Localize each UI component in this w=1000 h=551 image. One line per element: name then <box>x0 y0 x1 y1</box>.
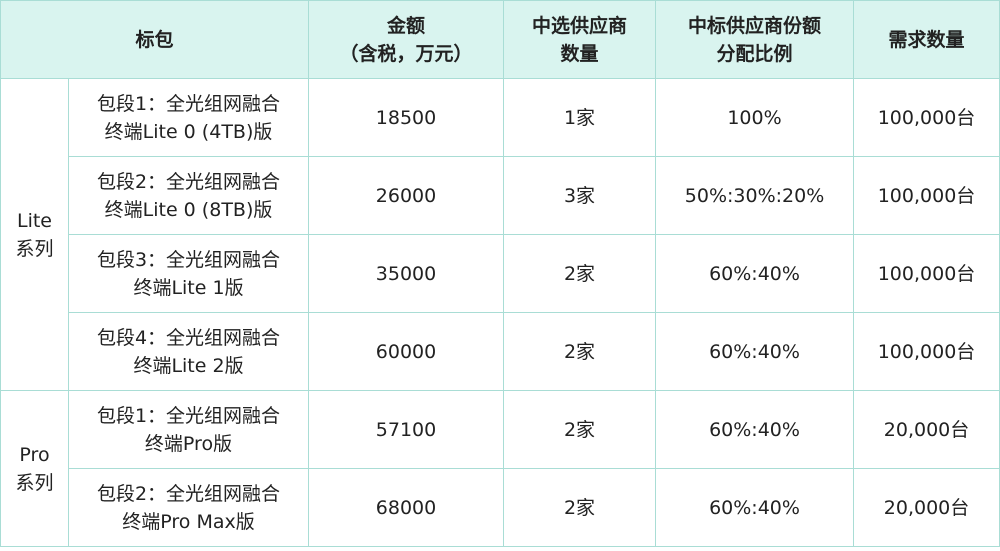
header-cell: 中选供应商 数量 <box>503 0 657 79</box>
cell-line: 金额 <box>387 14 426 37</box>
table-body: Lite 系列 包段1：全光组网融合 终端Lite 0 (4TB)版 18500 1家 10… <box>0 78 1000 547</box>
cell-line: 包段3：全光组网融合 <box>96 248 281 271</box>
suppliers-cell: 2家 <box>503 468 657 547</box>
amount-cell: 68000 <box>308 468 505 547</box>
cell-line: 包段4：全光组网融合 <box>96 326 281 349</box>
package-cell: 包段2：全光组网融合 终端Pro Max版 <box>67 468 310 547</box>
package-cell: 包段2：全光组网融合 终端Lite 0 (8TB)版 <box>67 156 310 235</box>
ratio-cell: 60%:40% <box>655 312 855 391</box>
ratio-cell: 60%:40% <box>655 390 855 469</box>
group-cell: Pro 系列 <box>0 390 69 547</box>
table-row: 包段2：全光组网融合 终端Pro Max版 68000 2家 60%:40% 20,000… <box>1 468 1000 547</box>
header-cell: 需求数量 <box>853 0 1000 79</box>
amount-cell: 35000 <box>308 234 505 313</box>
cell-line: 包段1：全光组网融合 <box>96 92 281 115</box>
quantity-cell: 100,000台 <box>853 312 1000 391</box>
cell-line: 包段2：全光组网融合 <box>96 482 281 505</box>
header-cell: 中标供应商份额 分配比例 <box>655 0 855 79</box>
cell-line: 系列 <box>15 237 54 260</box>
cell-line: Lite <box>16 209 52 232</box>
package-cell: 包段1：全光组网融合 终端Pro版 <box>67 390 310 469</box>
suppliers-cell: 3家 <box>503 156 657 235</box>
quantity-cell: 100,000台 <box>853 78 1000 157</box>
cell-line: 终端Lite 0 (4TB)版 <box>104 120 273 143</box>
quantity-cell: 100,000台 <box>853 234 1000 313</box>
quantity-cell: 20,000台 <box>853 390 1000 469</box>
suppliers-cell: 2家 <box>503 312 657 391</box>
package-cell: 包段4：全光组网融合 终端Lite 2版 <box>67 312 310 391</box>
group-cell: Lite 系列 <box>0 78 69 391</box>
amount-cell: 60000 <box>308 312 505 391</box>
ratio-cell: 50%:30%:20% <box>655 156 855 235</box>
cell-line: 系列 <box>15 471 54 494</box>
cell-line: 终端Pro版 <box>144 432 233 455</box>
suppliers-cell: 1家 <box>503 78 657 157</box>
header-row: 标包 金额 （含税，万元） 中选供应商 数量 中标供应商份额 分配比例 需求数量 <box>0 0 1000 79</box>
quantity-cell: 100,000台 <box>853 156 1000 235</box>
package-cell: 包段1：全光组网融合 终端Lite 0 (4TB)版 <box>67 78 310 157</box>
header-cell: 金额 （含税，万元） <box>308 0 505 79</box>
cell-line: 需求数量 <box>888 28 965 51</box>
table-row: Pro 系列 包段1：全光组网融合 终端Pro版 57100 2家 60%:40% 20,00… <box>0 390 1000 547</box>
amount-cell: 18500 <box>308 78 505 157</box>
cell-line: 终端Lite 0 (8TB)版 <box>104 198 273 221</box>
amount-cell: 26000 <box>308 156 505 235</box>
amount-cell: 57100 <box>308 390 505 469</box>
cell-line: 终端Pro Max版 <box>122 510 255 533</box>
cell-line: 包段2：全光组网融合 <box>96 170 281 193</box>
suppliers-cell: 2家 <box>503 234 657 313</box>
table-row: 包段2：全光组网融合 终端Lite 0 (8TB)版 26000 3家 50%:30%:… <box>1 156 1000 235</box>
cell-line: 标包 <box>135 28 174 51</box>
cell-line: 分配比例 <box>716 42 793 65</box>
table-row: 包段3：全光组网融合 终端Lite 1版 35000 2家 60%:40% 100,000… <box>1 234 1000 313</box>
suppliers-cell: 2家 <box>503 390 657 469</box>
package-cell: 包段3：全光组网融合 终端Lite 1版 <box>67 234 310 313</box>
table-row: 包段4：全光组网融合 终端Lite 2版 60000 2家 60%:40% 100,000… <box>1 312 1000 391</box>
header-cell: 标包 <box>0 0 310 79</box>
cell-line: 中标供应商份额 <box>688 14 822 37</box>
cell-line: Pro <box>19 443 50 466</box>
cell-line: （含税，万元） <box>339 42 473 65</box>
cell-line: 终端Lite 1版 <box>133 276 244 299</box>
quantity-cell: 20,000台 <box>853 468 1000 547</box>
ratio-cell: 100% <box>655 78 855 157</box>
ratio-cell: 60%:40% <box>655 234 855 313</box>
ratio-cell: 60%:40% <box>655 468 855 547</box>
cell-line: 终端Lite 2版 <box>133 354 244 377</box>
cell-line: 数量 <box>560 42 599 65</box>
cell-line: 包段1：全光组网融合 <box>96 404 281 427</box>
table-row: Lite 系列 包段1：全光组网融合 终端Lite 0 (4TB)版 18500 1家 10… <box>0 78 1000 391</box>
cell-line: 中选供应商 <box>532 14 628 37</box>
